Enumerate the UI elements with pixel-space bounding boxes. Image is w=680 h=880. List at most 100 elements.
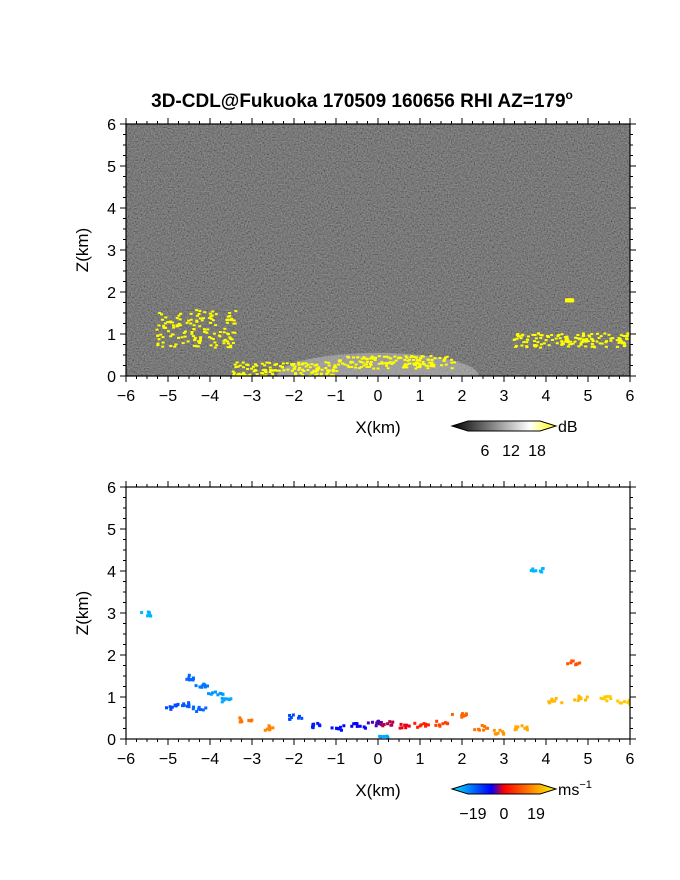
echo-cell xyxy=(206,328,210,331)
velocity-point xyxy=(288,717,292,721)
velocity-point xyxy=(571,659,575,663)
echo-cell xyxy=(354,366,358,369)
echo-cell xyxy=(308,374,312,376)
velocity-point xyxy=(352,722,356,726)
echo-cell xyxy=(563,340,567,343)
echo-cell xyxy=(359,366,363,369)
echo-cell xyxy=(534,337,538,340)
echo-cell xyxy=(382,355,386,358)
velocity-point xyxy=(185,704,189,708)
velocity-point xyxy=(191,678,195,682)
echo-cell xyxy=(573,340,577,343)
velocity-point xyxy=(220,700,224,704)
velocity-point xyxy=(404,726,408,730)
echo-cell xyxy=(156,342,160,345)
echo-cell xyxy=(193,336,197,339)
echo-cell xyxy=(429,355,433,358)
velocity-point xyxy=(197,707,201,711)
velocity-point xyxy=(379,735,383,739)
echo-cell xyxy=(585,338,589,341)
velocity-point xyxy=(221,692,225,696)
echo-cell xyxy=(595,332,599,335)
echo-cell xyxy=(587,334,591,337)
echo-cell xyxy=(618,337,622,340)
velocity-point xyxy=(300,716,304,720)
velocity-point xyxy=(337,727,341,731)
echo-cell xyxy=(453,361,457,364)
velocity-point xyxy=(377,722,381,726)
echo-cell xyxy=(412,358,416,361)
velocity-point xyxy=(316,721,320,725)
chart-title: 3D-CDL@Fukuoka 170509 160656 RHI AZ=179o xyxy=(151,88,573,112)
velocity-point xyxy=(204,685,208,689)
echo-cell xyxy=(546,335,550,338)
echo-cell xyxy=(354,363,358,366)
velocity-point xyxy=(330,726,334,730)
velocity-xtick-label: −5 xyxy=(159,751,177,768)
velocity-point xyxy=(350,724,354,728)
echo-cell xyxy=(387,362,391,365)
velocity-point xyxy=(238,720,242,724)
echo-cell xyxy=(373,358,377,361)
echo-cell xyxy=(555,342,559,345)
echo-cell xyxy=(230,319,234,322)
echo-cell xyxy=(539,336,543,339)
velocity-point xyxy=(382,722,386,726)
velocity-point xyxy=(335,726,339,730)
echo-cell xyxy=(440,364,444,367)
echo-cell xyxy=(604,341,608,344)
echo-cell xyxy=(228,314,232,317)
echo-cell xyxy=(241,361,245,364)
echo-cell xyxy=(255,373,259,376)
echo-cell xyxy=(416,365,420,368)
echo-cell xyxy=(242,366,246,369)
echo-cell xyxy=(368,362,372,365)
echo-cell xyxy=(386,367,390,370)
echo-cell xyxy=(268,366,272,369)
velocity-point xyxy=(534,569,538,573)
echo-cell xyxy=(372,357,376,360)
echo-cell xyxy=(208,336,212,339)
echo-cell xyxy=(290,369,294,372)
echo-cell xyxy=(415,362,419,365)
echo-cell xyxy=(560,341,564,344)
echo-cell xyxy=(415,359,419,362)
velocity-point xyxy=(496,731,500,735)
echo-cell xyxy=(405,366,409,369)
echo-cell xyxy=(271,369,275,372)
noise-background xyxy=(126,124,630,376)
velocity-point xyxy=(226,697,230,701)
velocity-point xyxy=(550,697,554,701)
echo-cell xyxy=(564,338,568,341)
echo-cell xyxy=(408,362,412,365)
echo-cell xyxy=(157,324,161,327)
echo-cell xyxy=(597,336,601,339)
velocity-point xyxy=(540,570,544,574)
velocity-point xyxy=(398,726,402,730)
velocity-point xyxy=(623,700,627,704)
echo-cell xyxy=(514,345,518,348)
echo-cell xyxy=(301,362,305,365)
velocity-tick-neg19: −19 xyxy=(459,806,486,823)
echo-cell xyxy=(405,363,409,366)
echo-cell xyxy=(313,374,317,376)
echo-cell xyxy=(222,331,226,334)
echo-cell xyxy=(539,343,543,346)
echo-cell xyxy=(317,366,321,369)
velocity-point xyxy=(250,718,254,722)
echo-cell xyxy=(450,361,454,364)
echo-cell xyxy=(356,356,360,359)
echo-cell xyxy=(443,358,447,361)
echo-cell xyxy=(297,363,301,366)
echo-cell xyxy=(444,356,448,359)
echo-cell xyxy=(225,319,229,322)
echo-cell xyxy=(265,361,269,364)
echo-cell xyxy=(166,321,170,324)
velocity-point xyxy=(192,705,196,709)
echo-cell xyxy=(445,355,449,358)
velocity-point xyxy=(525,725,529,729)
echo-cell xyxy=(625,338,629,341)
echo-cell xyxy=(540,334,544,337)
echo-cell xyxy=(240,373,244,376)
echo-cell xyxy=(426,367,430,370)
